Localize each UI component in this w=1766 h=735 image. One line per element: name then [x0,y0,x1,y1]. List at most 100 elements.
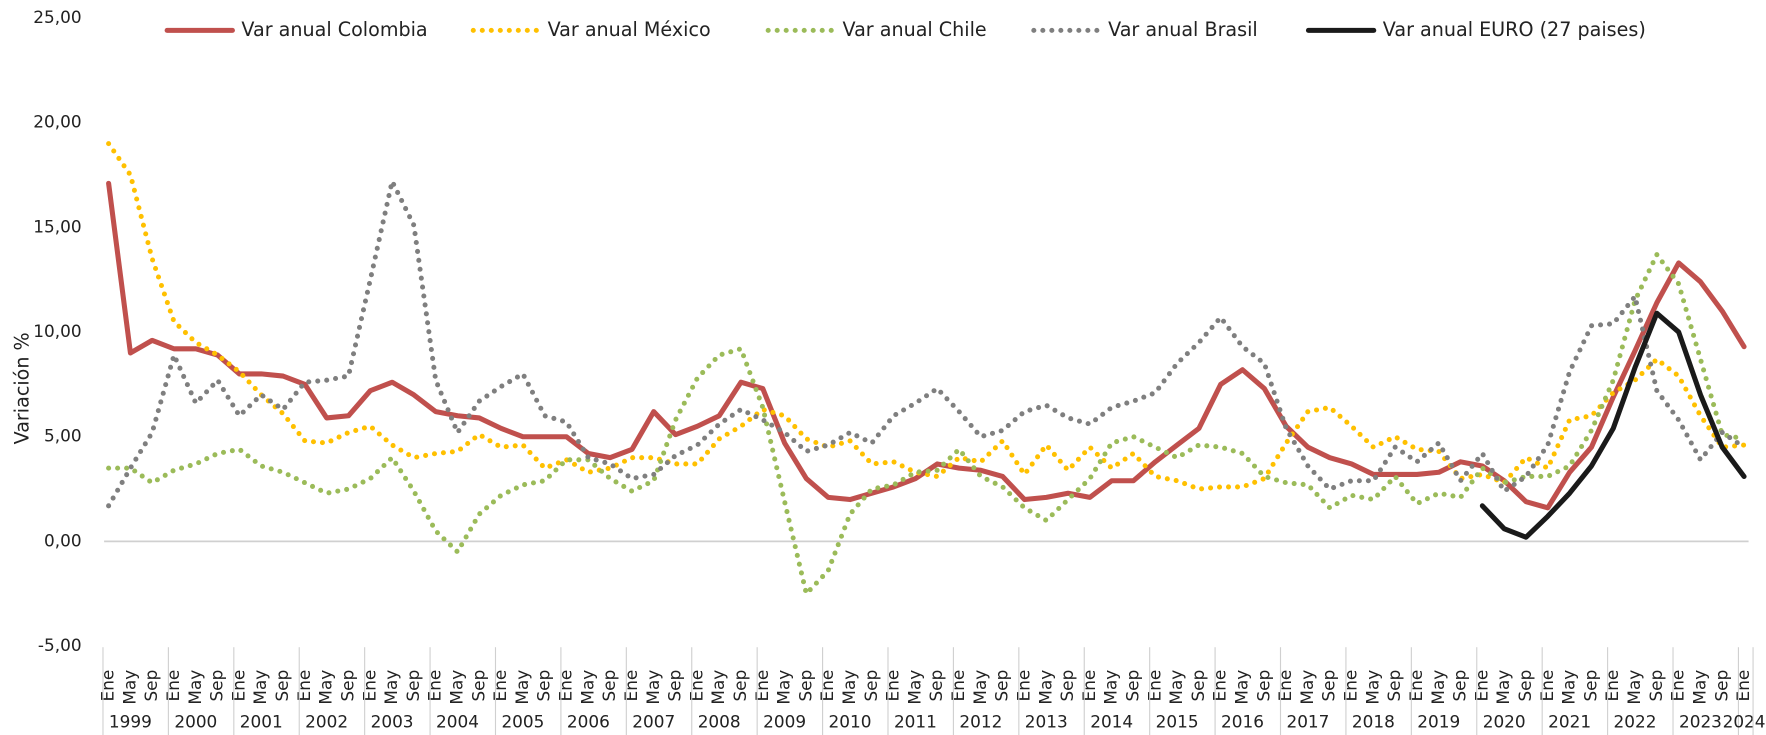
x-tick-label: Sep [795,670,815,702]
year-label: 2003 [371,712,414,732]
y-tick-label: 20,00 [33,112,81,132]
x-tick-label: May [1232,670,1252,705]
x-tick-label: Sep [534,670,554,702]
x-tick-label: May [119,670,139,705]
x-tick-label: Ene [686,670,706,702]
x-tick-label: Sep [1319,670,1339,702]
year-label: 2023 [1679,712,1722,732]
year-label: 2008 [698,712,741,732]
x-tick-label: May [904,670,924,705]
x-tick-label: Sep [1450,670,1470,702]
x-tick-label: Ene [948,670,968,702]
year-label: 2016 [1221,712,1264,732]
x-tick-label: Ene [1406,670,1426,702]
x-tick-label: Sep [1580,670,1600,702]
x-tick-label: May [839,670,859,705]
x-tick-label: May [1166,670,1186,705]
x-tick-label: Sep [1711,670,1731,702]
x-tick-label: Sep [272,670,292,702]
x-tick-label: May [1101,670,1121,705]
x-tick-label: Ene [1013,670,1033,702]
x-tick-label: Ene [752,670,772,702]
legend-label: Var anual México [548,18,711,41]
year-label: 2022 [1614,712,1657,732]
x-tick-label: Sep [468,670,488,702]
x-tick-label: May [1362,670,1382,705]
x-tick-label: Ene [490,670,510,702]
x-tick-label: Ene [1144,670,1164,702]
x-tick-label: Ene [294,670,314,702]
year-label: 2017 [1286,712,1329,732]
x-tick-label: Sep [207,670,227,702]
x-tick-label: May [1493,670,1513,705]
year-label: 2011 [894,712,937,732]
x-tick-label: May [381,670,401,705]
year-label: 2020 [1483,712,1526,732]
legend-label: Var anual Chile [842,18,986,41]
x-tick-label: May [185,670,205,705]
x-tick-label: Ene [359,670,379,702]
x-tick-label: Ene [425,670,445,702]
year-label: 2000 [174,712,217,732]
y-tick-label: -5,00 [38,635,82,655]
x-tick-label: Sep [861,670,881,702]
year-label: 2007 [632,712,675,732]
year-label: 2004 [436,712,479,732]
x-tick-label: May [643,670,663,705]
y-tick-label: 15,00 [33,216,81,236]
series-line [106,141,1747,492]
x-tick-label: Ene [621,670,641,702]
x-tick-label: Sep [337,670,357,702]
year-label: 2024 [1723,712,1766,732]
x-tick-label: Sep [599,670,619,702]
x-tick-label: Sep [1384,670,1404,702]
legend-label: Var anual Colombia [241,18,427,41]
series-line [106,178,1747,509]
x-tick-label: May [1035,670,1055,705]
y-tick-label: 0,00 [44,530,82,550]
x-tick-label: May [577,670,597,705]
x-tick-label: Sep [665,670,685,702]
x-tick-label: May [316,670,336,705]
x-tick-label: Sep [1515,670,1535,702]
y-tick-label: 25,00 [33,7,81,27]
x-tick-label: May [1689,670,1709,705]
x-tick-label: Ene [817,670,837,702]
x-tick-label: Ene [1471,670,1491,702]
year-label: 2013 [1025,712,1068,732]
x-tick-label: Ene [1275,670,1295,702]
x-tick-label: May [447,670,467,705]
x-tick-label: Sep [141,670,161,702]
x-tick-label: Sep [1253,670,1273,702]
x-tick-label: Ene [1537,670,1557,702]
year-label: 2021 [1548,712,1591,732]
x-tick-label: Sep [926,670,946,702]
x-tick-label: May [1297,670,1317,705]
year-label: 2012 [959,712,1002,732]
y-tick-label: 5,00 [44,426,82,446]
x-tick-label: May [1428,670,1448,705]
x-tick-label: May [708,670,728,705]
year-label: 2001 [240,712,283,732]
x-tick-label: May [1559,670,1579,705]
series-line [1479,310,1747,540]
y-tick-label: 10,00 [33,321,81,341]
x-tick-label: Sep [1188,670,1208,702]
year-label: 2010 [829,712,872,732]
x-tick-label: May [970,670,990,705]
year-label: 1999 [109,712,152,732]
x-tick-label: May [1624,670,1644,705]
series-line [106,252,1747,597]
x-tick-label: Ene [163,670,183,702]
year-label: 2009 [763,712,806,732]
x-tick-label: Sep [1646,670,1666,702]
x-tick-label: May [774,670,794,705]
x-tick-label: Sep [730,670,750,702]
year-label: 2002 [305,712,348,732]
year-label: 2018 [1352,712,1395,732]
x-tick-label: Sep [1122,670,1142,702]
year-label: 2005 [501,712,544,732]
year-label: 2014 [1090,712,1133,732]
x-tick-label: May [512,670,532,705]
x-tick-label: Ene [1341,670,1361,702]
